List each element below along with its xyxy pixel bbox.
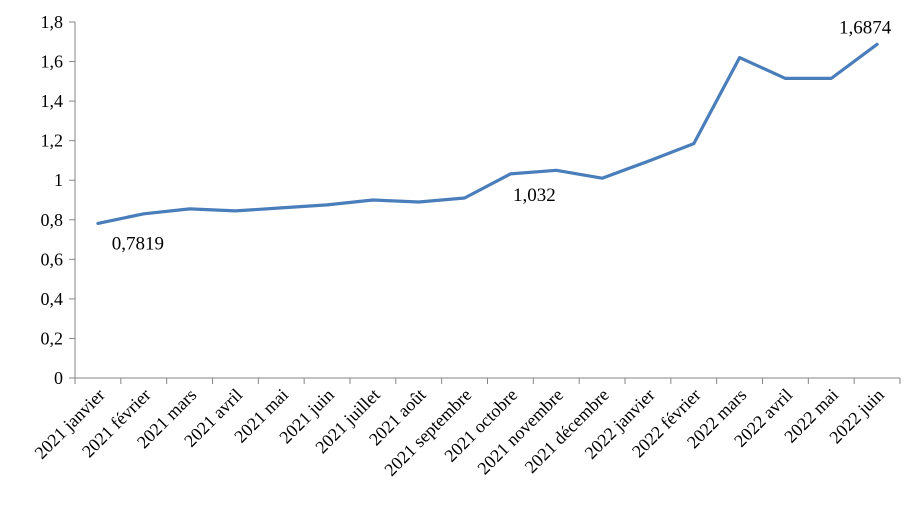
data-label: 0,7819 [112, 233, 164, 254]
y-tick-label: 0,8 [41, 210, 64, 230]
data-label: 1,032 [513, 185, 556, 206]
y-tick-label: 0,2 [41, 328, 64, 348]
y-tick-label: 1,8 [41, 12, 64, 32]
y-tick-label: 0 [54, 368, 63, 388]
y-tick-label: 0,6 [41, 249, 64, 269]
data-label: 1,6874 [839, 17, 892, 38]
y-tick-label: 1 [54, 170, 63, 190]
y-tick-label: 1,4 [41, 91, 64, 111]
y-tick-label: 1,6 [41, 52, 64, 72]
series-line [96, 42, 879, 225]
y-tick-label: 1,2 [41, 131, 64, 151]
y-tick-label: 0,4 [41, 289, 64, 309]
